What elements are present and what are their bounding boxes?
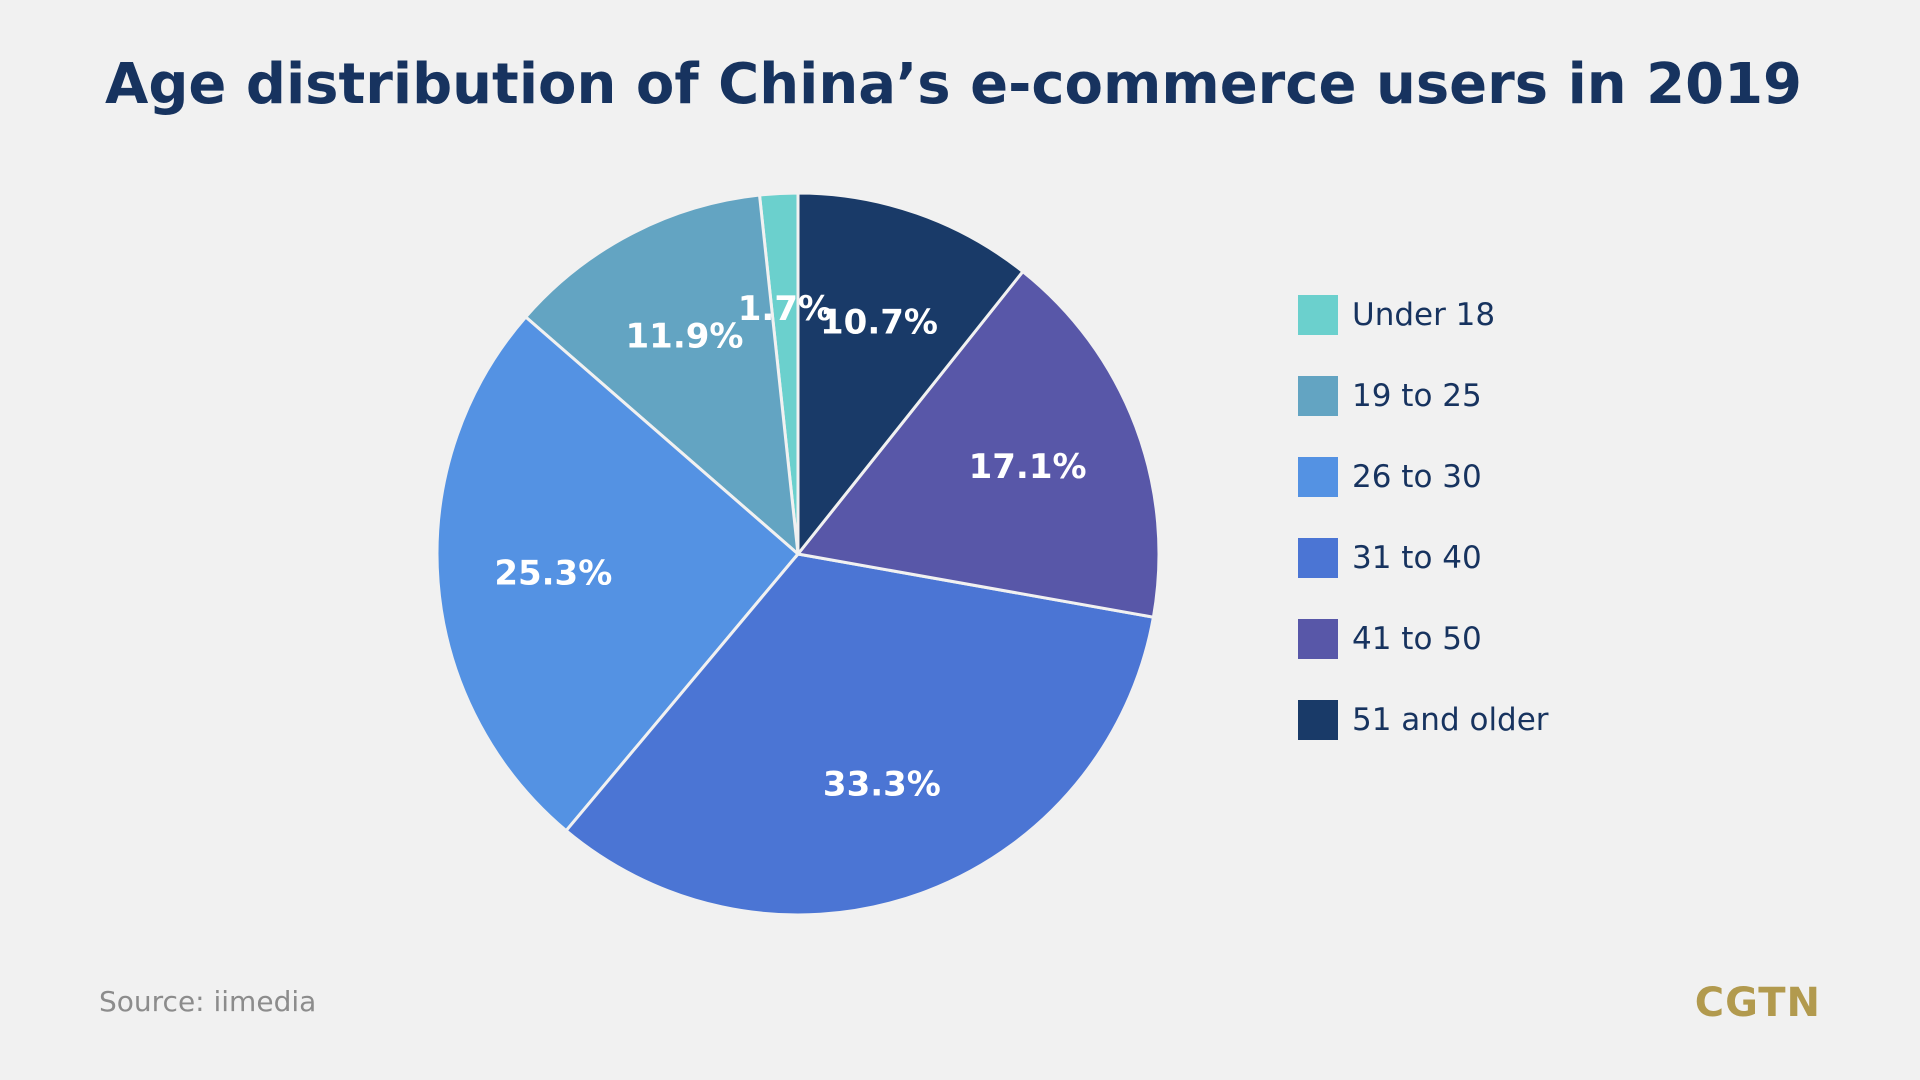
legend-item-4: 41 to 50 xyxy=(1298,619,1549,659)
legend-item-5: 51 and older xyxy=(1298,700,1549,740)
pie-slice-labels: 1.7%11.9% 25.3% 33.3% 17.1% 10.7% xyxy=(494,289,1086,805)
legend-label: 41 to 50 xyxy=(1352,621,1482,657)
legend-swatch xyxy=(1298,457,1338,497)
legend-swatch xyxy=(1298,295,1338,335)
legend-label: 31 to 40 xyxy=(1352,540,1482,576)
slice-label-3: 33.3% xyxy=(823,765,941,805)
legend-swatch xyxy=(1298,538,1338,578)
legend-label: Under 18 xyxy=(1352,297,1496,333)
legend-swatch xyxy=(1298,376,1338,416)
pie-slice-1 xyxy=(523,193,800,558)
slice-label-4: 17.1% xyxy=(969,447,1087,487)
legend-label: 19 to 25 xyxy=(1352,378,1482,414)
slice-label-5: 10.7% xyxy=(820,302,938,342)
pie-slices xyxy=(435,191,1161,917)
pie-slice-4 xyxy=(795,269,1161,619)
chart-legend: Under 18 19 to 25 26 to 30 31 to 40 41 to 50… xyxy=(1298,295,1549,781)
legend-item-0: Under 18 xyxy=(1298,295,1549,335)
legend-item-2: 26 to 30 xyxy=(1298,457,1549,497)
pie-slice-2 xyxy=(435,314,801,833)
chart-title: Age distribution of China’s e-commerce u… xyxy=(105,52,1803,117)
pie-slice-5 xyxy=(796,191,1025,559)
pie-slice-3 xyxy=(564,552,1156,917)
source-note: Source: iimedia xyxy=(99,985,317,1018)
legend-swatch xyxy=(1298,619,1338,659)
slice-label-2: 25.3% xyxy=(494,553,612,593)
slice-label-1: 11.9% xyxy=(626,316,744,356)
legend-label: 26 to 30 xyxy=(1352,459,1482,495)
cgtn-logo: CGTN xyxy=(1694,980,1821,1026)
legend-item-3: 31 to 40 xyxy=(1298,538,1549,578)
slice-label-0: 1.7% xyxy=(738,289,832,329)
legend-item-1: 19 to 25 xyxy=(1298,376,1549,416)
legend-swatch xyxy=(1298,700,1338,740)
legend-label: 51 and older xyxy=(1352,702,1549,738)
